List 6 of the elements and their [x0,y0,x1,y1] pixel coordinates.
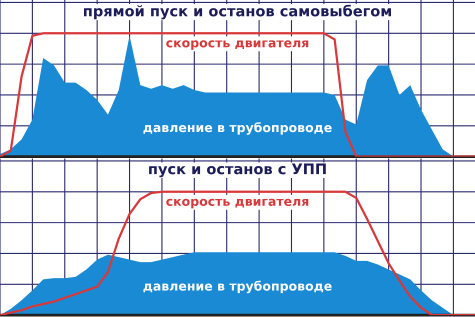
series-label: скорость двигателя [166,40,308,50]
chart-title: прямой пуск и останов самовыбегом [84,4,391,20]
chart-title: пуск и останов с УПП [149,164,326,178]
series-label: скорость двигателя [166,198,308,208]
series-label: давление в трубопроводе [143,122,332,135]
series-label: давление в трубопроводе [143,280,332,294]
